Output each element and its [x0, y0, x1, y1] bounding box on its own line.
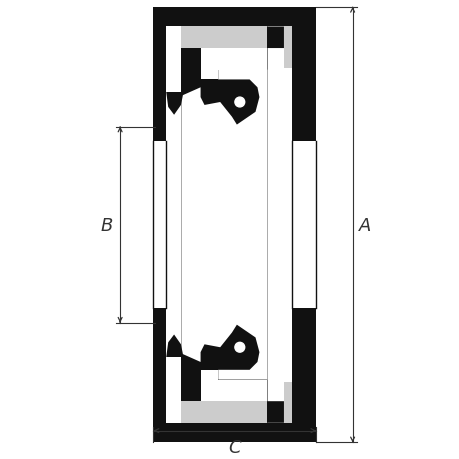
Polygon shape	[291, 8, 316, 142]
Polygon shape	[153, 308, 166, 442]
Circle shape	[230, 93, 249, 112]
Polygon shape	[180, 28, 267, 49]
Polygon shape	[200, 49, 267, 80]
Polygon shape	[166, 28, 180, 93]
Polygon shape	[283, 10, 291, 68]
Polygon shape	[153, 8, 316, 28]
Polygon shape	[166, 325, 283, 423]
Polygon shape	[283, 382, 291, 442]
Polygon shape	[153, 8, 166, 142]
Polygon shape	[291, 308, 316, 442]
Polygon shape	[166, 357, 180, 423]
Circle shape	[230, 338, 249, 357]
Polygon shape	[166, 28, 283, 125]
Text: C: C	[228, 438, 241, 456]
Polygon shape	[166, 423, 291, 442]
Circle shape	[235, 98, 244, 108]
Text: B: B	[100, 216, 112, 234]
Polygon shape	[166, 10, 291, 28]
Polygon shape	[153, 423, 316, 442]
Polygon shape	[180, 401, 267, 423]
Circle shape	[235, 342, 244, 353]
Text: A: A	[358, 216, 370, 234]
Polygon shape	[200, 370, 267, 401]
